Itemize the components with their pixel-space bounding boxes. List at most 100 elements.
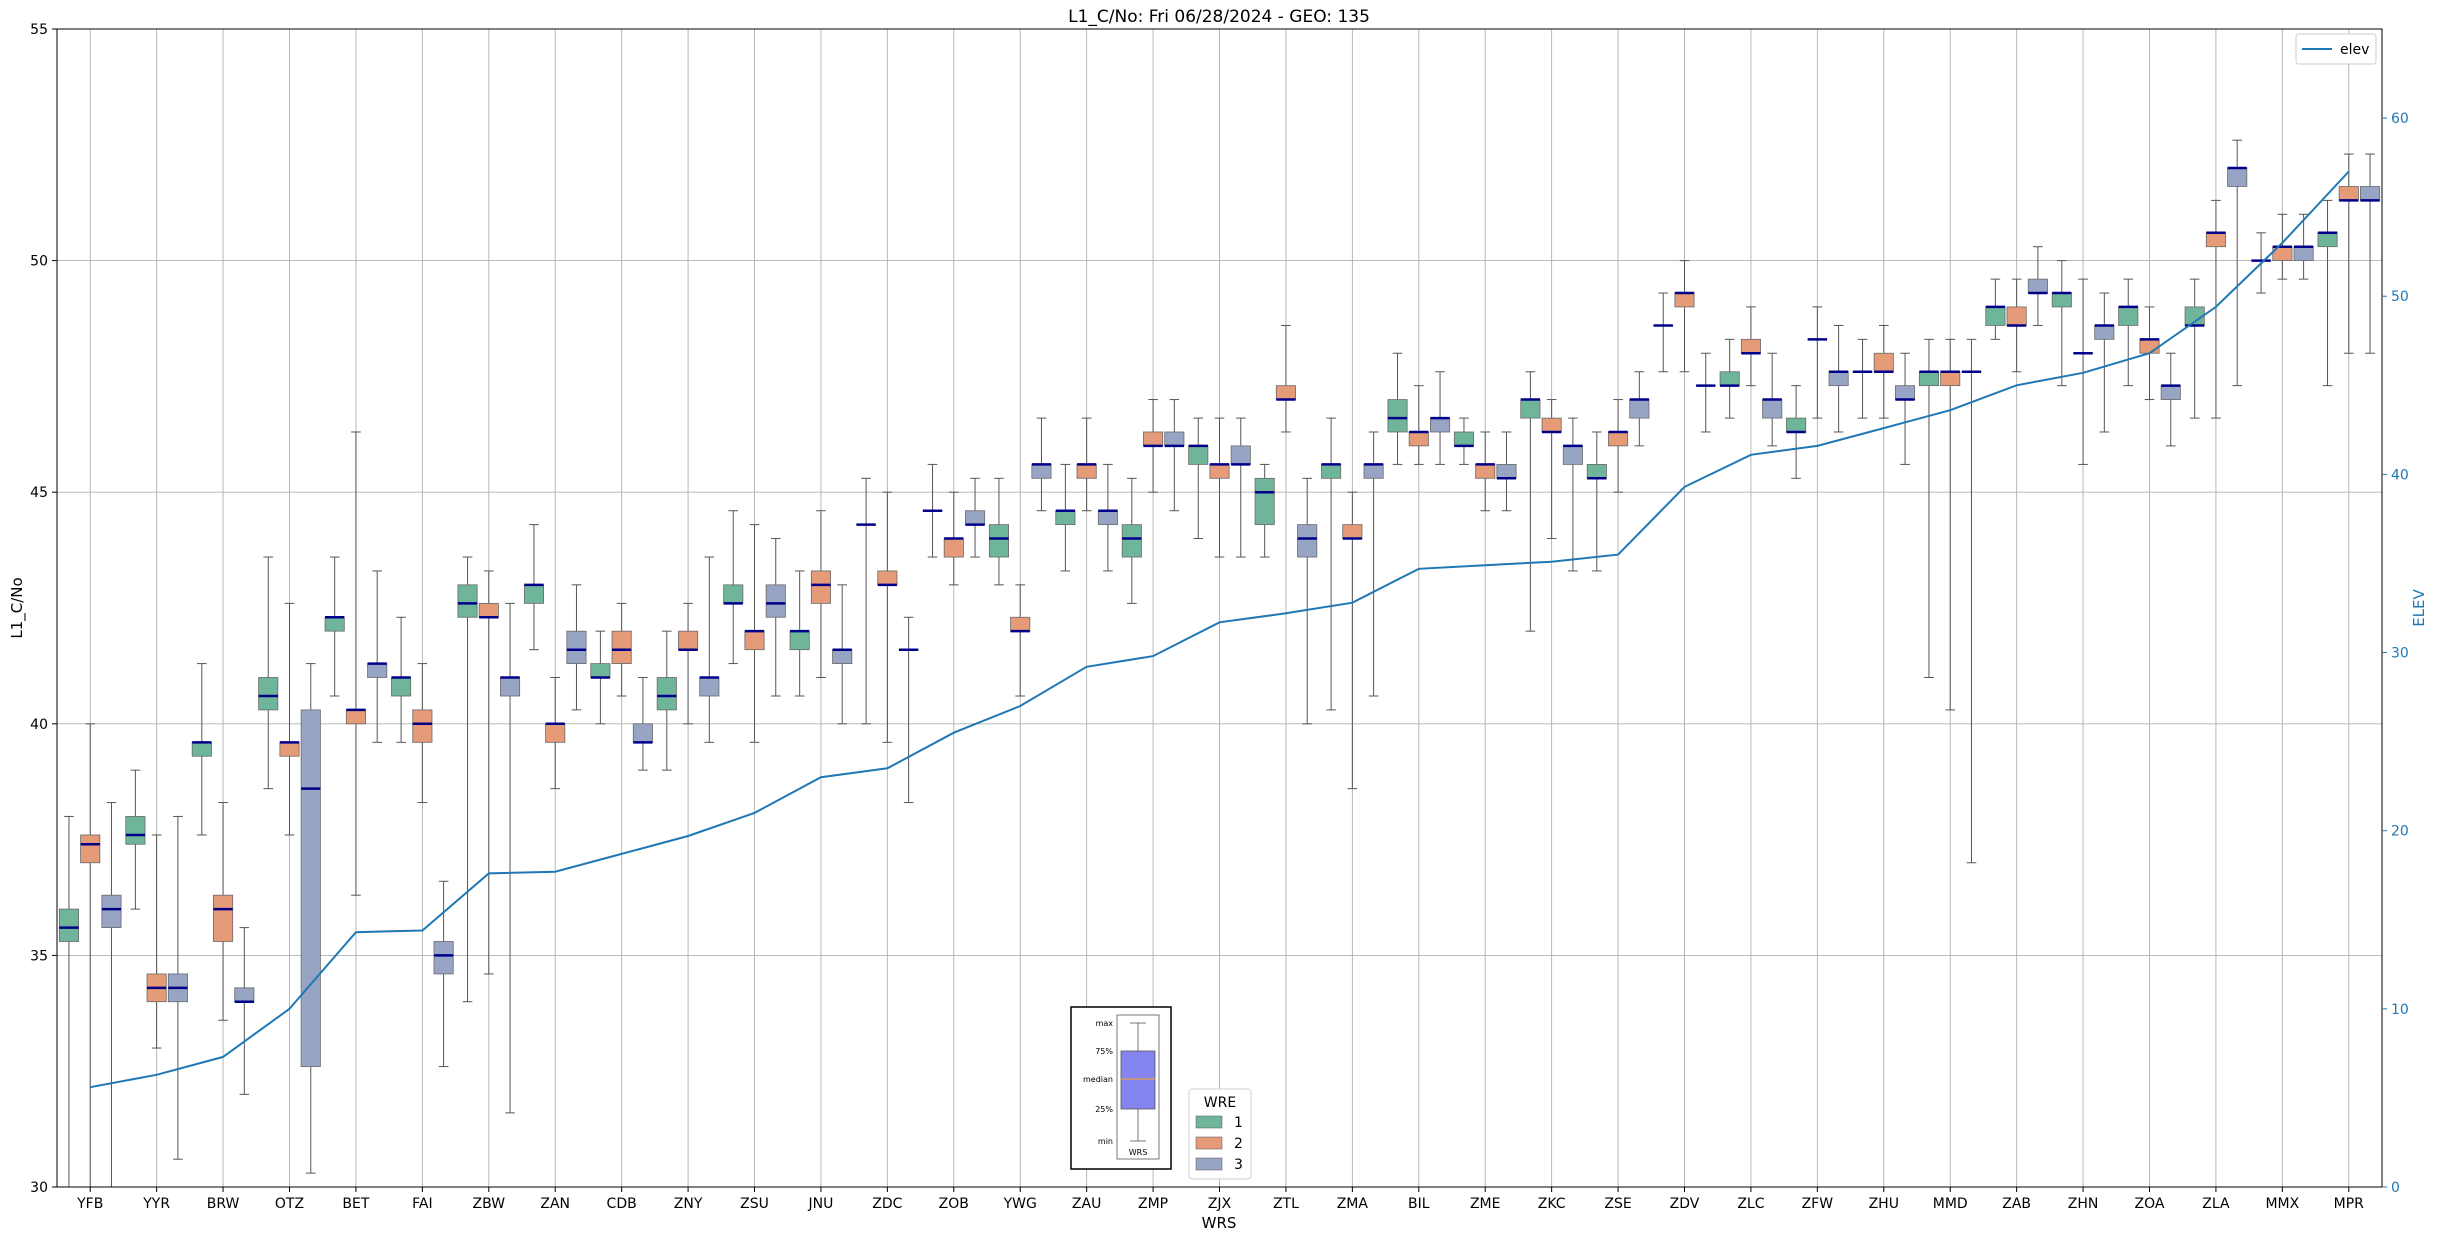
wre-legend-swatch-3	[1195, 1157, 1223, 1171]
x-tick-label: ZSU	[740, 1196, 769, 1212]
box-wre-2	[412, 709, 433, 743]
box-wre-1	[656, 677, 677, 711]
wre-legend-swatch-1	[1195, 1115, 1223, 1129]
y2-tick-label: 10	[2391, 1002, 2409, 1018]
x-tick-label: ZSE	[1604, 1196, 1631, 1212]
box-wre-1	[125, 816, 146, 845]
wre-legend-label-3: 3	[1234, 1157, 1243, 1173]
box-wre-2	[2338, 186, 2359, 201]
x-tick-label: ZME	[1470, 1196, 1501, 1212]
box-wre-2	[213, 894, 234, 942]
box-wre-1	[988, 524, 1009, 558]
x-tick-label: ZMA	[1337, 1196, 1369, 1212]
box-wre-3	[1230, 445, 1251, 465]
box-wre-3	[699, 677, 720, 697]
x-tick-label: CDB	[607, 1196, 637, 1212]
box-wre-2	[2139, 338, 2160, 354]
box-wre-1	[1586, 464, 1607, 479]
box-wre-1	[1254, 477, 1275, 526]
box-wre-3	[2094, 325, 2115, 340]
box-wre-3	[234, 987, 255, 1003]
box-wre-2	[810, 570, 831, 604]
box-wre-1	[258, 677, 279, 711]
x-tick-label: YYR	[142, 1196, 170, 1212]
y2-tick-label: 20	[2391, 824, 2409, 840]
box-wre-3	[433, 941, 454, 975]
x-tick-label: MMD	[1933, 1196, 1968, 1212]
box-key-min-label: min	[1098, 1137, 1113, 1146]
box-wre-2	[877, 570, 898, 586]
box-wre-1	[2118, 306, 2139, 326]
x-tick-label: MMX	[2265, 1196, 2299, 1212]
box-key-wrs-label: WRS	[1129, 1148, 1148, 1157]
box-wre-2	[1143, 431, 1164, 447]
x-tick-label: ZTL	[1273, 1196, 1299, 1212]
box-wre-1	[789, 630, 810, 651]
box-wre-1	[391, 677, 412, 697]
box-wre-2	[1541, 417, 1562, 433]
x-tick-label: ZOA	[2135, 1196, 2165, 1212]
chart-title: L1_C/No: Fri 06/28/2024 - GEO: 135	[1068, 7, 1370, 27]
y2-tick-label: 60	[2391, 111, 2409, 127]
y-ticks: 30 35 40 45 50 55	[30, 22, 57, 1196]
box-wre-2	[1475, 464, 1496, 479]
box-wre-3	[500, 677, 521, 697]
box-wre-3	[1895, 385, 1916, 400]
box-wre-3	[2360, 186, 2381, 201]
x-tick-label: BRW	[207, 1196, 240, 1212]
x-tick-label: ZLA	[2202, 1196, 2230, 1212]
box-wre-3	[1297, 524, 1318, 558]
box-wre-3	[1363, 464, 1384, 479]
y-tick-label: 45	[30, 485, 48, 501]
box-key-q3-label: 75%	[1095, 1047, 1113, 1056]
box-wre-3	[566, 630, 587, 664]
wre-legend-frame	[1188, 1088, 1252, 1180]
box-wre-3	[2293, 246, 2314, 261]
box-wre-2	[1740, 338, 1761, 354]
x-tick-label: JNU	[807, 1196, 833, 1212]
box-wre-2	[2205, 232, 2226, 248]
x-tick-label: ZDV	[1670, 1196, 1700, 1212]
box-wre-1	[58, 908, 79, 942]
elev-line-layer	[90, 170, 2350, 1089]
elev-legend-label: elev	[2340, 42, 2369, 58]
box-key: max 75% median 25% min WRS	[1070, 1006, 1172, 1170]
x-tick-label: MPR	[2334, 1196, 2365, 1212]
y-tick-label: 40	[30, 717, 48, 733]
box-wre-2	[1076, 464, 1097, 479]
wre-legend-label-1: 1	[1234, 1115, 1243, 1131]
whiskers	[64, 139, 2375, 1188]
box-wre-2	[1010, 616, 1031, 632]
box-wre-1	[324, 616, 345, 632]
box-wre-3	[1496, 464, 1517, 479]
x-tick-label: ZLC	[1737, 1196, 1764, 1212]
x-tick-label: OTZ	[275, 1196, 304, 1212]
x-tick-label: ZBW	[473, 1196, 506, 1212]
x-tick-label: ZAU	[1072, 1196, 1101, 1212]
elev-legend-frame	[2295, 33, 2377, 65]
x-tick-label: ZFW	[1802, 1196, 1834, 1212]
y2-ticks: 0 10 20 30 40 50 60	[2382, 111, 2409, 1196]
x-tick-label: ZKC	[1538, 1196, 1566, 1212]
box-wre-1	[723, 584, 744, 604]
box-wre-3	[1562, 445, 1583, 465]
x-tick-label: ZOB	[939, 1196, 969, 1212]
box-wre-2	[1608, 431, 1629, 447]
box-wre-2	[1940, 371, 1961, 387]
box-wre-2	[678, 630, 699, 651]
box-wre-1	[1188, 445, 1209, 465]
box-wre-3	[1031, 464, 1052, 479]
box-wre-2	[1674, 292, 1695, 308]
box-wre-3	[101, 894, 122, 929]
box-wre-3	[2160, 385, 2181, 400]
box-wre-2	[545, 723, 566, 743]
wre-legend-swatch-2	[1195, 1136, 1223, 1150]
box-wre-1	[1055, 510, 1076, 526]
y-tick-label: 30	[30, 1180, 48, 1196]
box-wre-1	[1321, 464, 1342, 479]
box-wre-1	[1918, 371, 1939, 387]
y-tick-label: 35	[30, 948, 48, 964]
y-tick-label: 50	[30, 254, 48, 270]
box-wre-3	[367, 663, 388, 678]
